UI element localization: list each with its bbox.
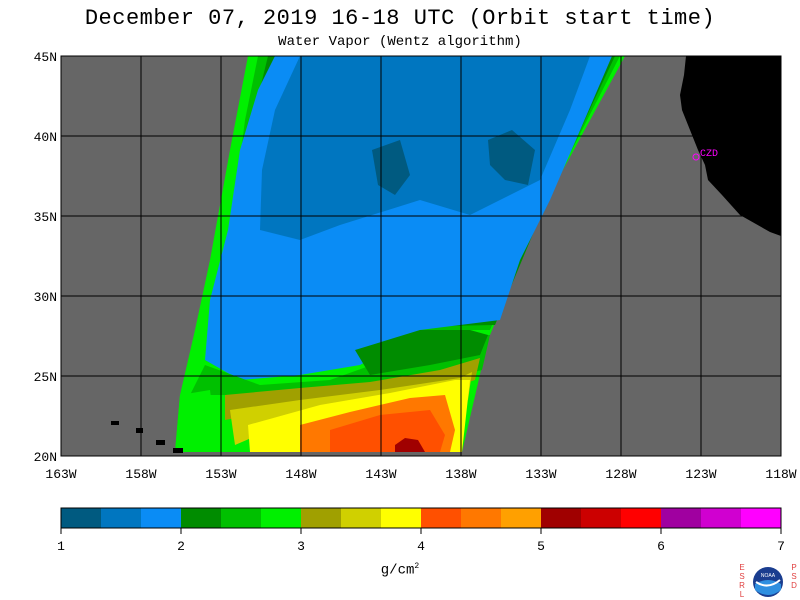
- swath-blue-dark: [260, 56, 590, 240]
- units-text: g/cm: [380, 562, 415, 579]
- colorbar-tick-label: 5: [537, 539, 545, 554]
- lat-label-35n: 35N: [34, 210, 57, 225]
- colorbar-tick-label: 4: [417, 539, 425, 554]
- colorbar-swatch: [501, 508, 542, 528]
- colorbar: [60, 507, 782, 529]
- noaa-text: NOAA: [761, 573, 776, 579]
- north-america-land: [680, 56, 781, 236]
- lat-label-45n: 45N: [34, 50, 57, 65]
- latitude-labels: 45N 40N 35N 30N 25N 20N: [34, 50, 57, 465]
- swath-dark-red: [395, 438, 425, 452]
- colorbar-swatch: [381, 508, 422, 528]
- colorbar-swatch: [181, 508, 222, 528]
- lon-label-138w: 138W: [445, 467, 476, 482]
- colorbar-swatch: [141, 508, 182, 528]
- logo-letter: L: [740, 590, 745, 599]
- colorbar-swatch: [541, 508, 582, 528]
- colorbar-tick-label: 6: [657, 539, 665, 554]
- map-plot-area: [61, 56, 781, 456]
- map-border: [60, 55, 782, 457]
- colorbar-tick-label: 2: [177, 539, 185, 554]
- lon-label-123w: 123W: [685, 467, 716, 482]
- colorbar-units: g/cm2: [360, 562, 440, 579]
- lon-label-143w: 143W: [365, 467, 396, 482]
- colorbar-swatch: [261, 508, 302, 528]
- colorbar-swatch: [221, 508, 262, 528]
- colorbar-swatch: [741, 508, 782, 528]
- lon-label-118w: 118W: [765, 467, 796, 482]
- units-exponent: 2: [414, 562, 420, 571]
- lon-label-153w: 153W: [205, 467, 236, 482]
- lon-label-158w: 158W: [125, 467, 156, 482]
- lon-label-133w: 133W: [525, 467, 556, 482]
- colorbar-tick-labels: 1 2 3 4 5 6 7: [57, 528, 785, 554]
- logo-letter: S: [791, 572, 796, 581]
- longitude-labels: 163W 158W 153W 148W 143W 138W 133W 128W 123W 118W: [45, 467, 796, 482]
- logo-letter: R: [739, 581, 745, 590]
- colorbar-tick-label: 7: [777, 539, 785, 554]
- lon-label-163w: 163W: [45, 467, 76, 482]
- logo-letter: D: [791, 581, 797, 590]
- station-marker-czd: CZD: [692, 149, 718, 161]
- colorbar-swatch: [301, 508, 342, 528]
- colorbar-swatch: [581, 508, 622, 528]
- swath-edge-lightgreen: [175, 390, 215, 452]
- colorbar-swatch: [341, 508, 382, 528]
- lat-label-40n: 40N: [34, 130, 57, 145]
- hawaii-islands: [111, 421, 183, 453]
- station-label: CZD: [700, 149, 718, 160]
- colorbar-swatch: [701, 508, 742, 528]
- lat-lon-grid: [61, 56, 781, 456]
- psd-letters: PSD: [791, 563, 797, 590]
- map-title: December 07, 2019 16-18 UTC (Orbit start…: [84, 6, 716, 31]
- map-subtitle: Water Vapor (Wentz algorithm): [278, 34, 522, 50]
- colorbar-swatch: [421, 508, 462, 528]
- logo-letter: P: [791, 563, 796, 572]
- lat-label-25n: 25N: [34, 370, 57, 385]
- colorbar-swatch: [621, 508, 662, 528]
- water-vapor-swath: [175, 56, 625, 452]
- swath-green-dark-band: [355, 330, 488, 375]
- lat-label-30n: 30N: [34, 290, 57, 305]
- swath-blue-darkest: [488, 130, 535, 185]
- logo-letter: E: [739, 563, 744, 572]
- colorbar-tick-label: 1: [57, 539, 65, 554]
- lon-label-128w: 128W: [605, 467, 636, 482]
- lat-label-20n: 20N: [34, 450, 57, 465]
- lon-label-148w: 148W: [285, 467, 316, 482]
- colorbar-swatch: [661, 508, 702, 528]
- colorbar-swatch: [61, 508, 102, 528]
- colorbar-swatch: [461, 508, 502, 528]
- colorbar-swatch: [101, 508, 142, 528]
- colorbar-tick-label: 3: [297, 539, 305, 554]
- logo-letter: S: [739, 572, 744, 581]
- noaa-bird: [755, 579, 781, 587]
